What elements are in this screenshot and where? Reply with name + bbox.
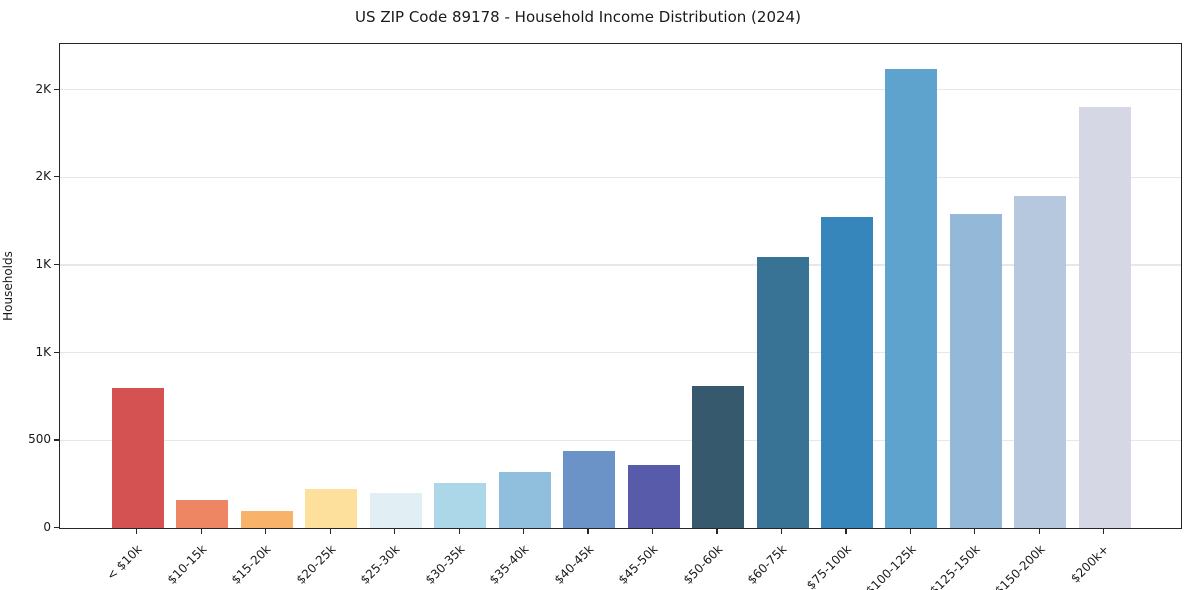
bar-125-150k [949, 214, 1002, 528]
bar-25-30k [369, 492, 422, 528]
bar-10-15k [176, 499, 229, 528]
bar-75-100k [820, 216, 873, 528]
x-tick-mark [909, 528, 912, 534]
x-tick-label: $75-100k [803, 542, 854, 590]
bar-100-125k [885, 68, 938, 528]
x-tick-label: $125-150k [927, 542, 983, 590]
x-tick-mark [458, 528, 460, 534]
y-tick-label: 2K [35, 169, 51, 184]
x-tick-mark [394, 528, 396, 534]
x-tick-label: $10-15k [164, 542, 210, 587]
y-tick-mark [54, 176, 59, 178]
y-tick-label: 1K [35, 256, 51, 271]
y-tick-label: 1K [35, 344, 51, 359]
y-tick-label: 500 [28, 432, 51, 447]
bar-200k [1078, 107, 1131, 528]
x-tick-label: $40-45k [551, 542, 597, 587]
x-tick-mark [1103, 528, 1105, 534]
x-tick-label: $20-25k [293, 542, 339, 587]
x-tick-mark [974, 528, 976, 534]
bar-30-35k [434, 483, 487, 528]
plot-area [59, 43, 1182, 529]
x-tick-mark [780, 528, 783, 534]
y-tick-label: 2K [35, 81, 51, 96]
bar-15-20k [240, 511, 293, 528]
x-tick-mark [651, 528, 654, 534]
x-tick-mark [200, 528, 202, 534]
bar-20-25k [305, 488, 358, 528]
x-tick-label: $25-30k [357, 542, 403, 587]
y-tick-mark [54, 527, 59, 529]
x-tick-mark [136, 528, 138, 534]
x-tick-label: $30-35k [422, 542, 468, 587]
x-tick-label: $200k+ [1068, 542, 1112, 586]
x-tick-mark [845, 528, 847, 534]
gridline [60, 176, 1181, 179]
gridline [60, 439, 1181, 442]
x-tick-label: $45-50k [615, 542, 661, 587]
bar-40-45k [563, 450, 616, 528]
y-tick-mark [54, 88, 59, 90]
x-tick-label: $150-200k [991, 542, 1048, 590]
x-tick-label: $35-40k [486, 542, 532, 587]
x-tick-label: $50-60k [680, 542, 725, 587]
bar-60-75k [756, 257, 809, 528]
bar-150-200k [1014, 195, 1067, 528]
bar-45-50k [627, 464, 680, 528]
y-tick-mark [54, 351, 59, 353]
gridline [60, 351, 1181, 354]
bar-35-40k [498, 471, 551, 528]
gridline [60, 88, 1181, 91]
x-tick-label: < $10k [103, 542, 145, 583]
x-tick-mark [329, 528, 331, 534]
x-tick-label: $100-125k [862, 542, 919, 590]
x-tick-mark [587, 528, 589, 534]
x-tick-label: $60-75k [744, 542, 790, 587]
x-tick-label: $15-20k [228, 542, 274, 587]
y-tick-label: 0 [43, 520, 51, 534]
gridline [60, 264, 1181, 266]
bar-50-60k [692, 385, 745, 528]
x-tick-mark [1038, 528, 1040, 534]
y-tick-mark [54, 263, 59, 266]
x-tick-mark [523, 528, 525, 534]
x-tick-mark [265, 528, 267, 534]
y-axis-label: Households [1, 251, 15, 321]
x-tick-mark [716, 528, 718, 534]
chart-title: US ZIP Code 89178 - Household Income Dis… [355, 8, 801, 26]
y-tick-mark [54, 439, 59, 441]
bar-10k [111, 387, 164, 528]
